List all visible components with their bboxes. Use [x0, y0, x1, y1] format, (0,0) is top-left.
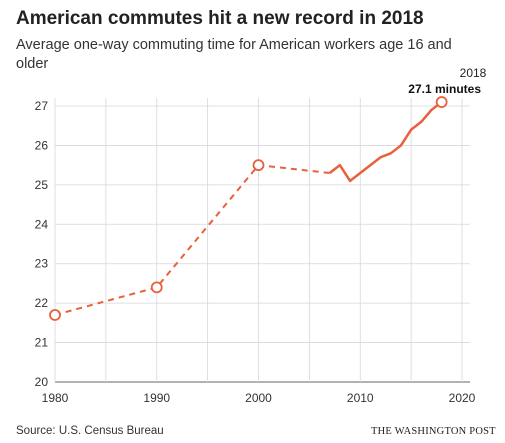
chart-title: American commutes hit a new record in 20… [16, 8, 424, 29]
x-tick-label: 1980 [42, 391, 69, 405]
census-point-marker [49, 309, 61, 321]
chart-subtitle: Average one-way commuting time for Ameri… [16, 37, 452, 72]
source-note: Source: U.S. Census Bureau [16, 425, 164, 437]
series-layer [54, 101, 443, 316]
census-point-marker [150, 281, 163, 294]
y-tick-label: 25 [35, 178, 49, 192]
annotation-value: 27.1 minutes [408, 82, 481, 96]
latest-point-marker [435, 96, 448, 108]
y-tick-label: 24 [35, 217, 49, 231]
axis-layer: 20 21 22 23 24 25 26 27 1980 1990 2000 2010 2020 [35, 99, 476, 405]
x-tick-label: 1990 [143, 391, 170, 405]
x-tick-label: 2010 [347, 391, 374, 405]
y-tick-label: 26 [35, 138, 49, 152]
annual-series-line [328, 101, 443, 183]
dashed-series-line [54, 164, 330, 316]
y-tick-label: 20 [35, 375, 49, 389]
y-tick-label: 22 [35, 296, 49, 310]
census-point-marker [252, 159, 265, 172]
marker-layer [49, 96, 448, 321]
y-tick-label: 21 [35, 336, 49, 350]
grid-layer [54, 98, 470, 383]
annotation-year: 2018 [460, 66, 487, 80]
annotation-layer: 2018 27.1 minutes [408, 66, 486, 96]
x-tick-label: 2000 [245, 391, 272, 405]
x-tick-label: 2020 [449, 391, 476, 405]
publisher-credit: THE WASHINGTON POST [371, 426, 496, 437]
y-tick-label: 23 [35, 257, 49, 271]
y-tick-label: 27 [35, 99, 49, 113]
